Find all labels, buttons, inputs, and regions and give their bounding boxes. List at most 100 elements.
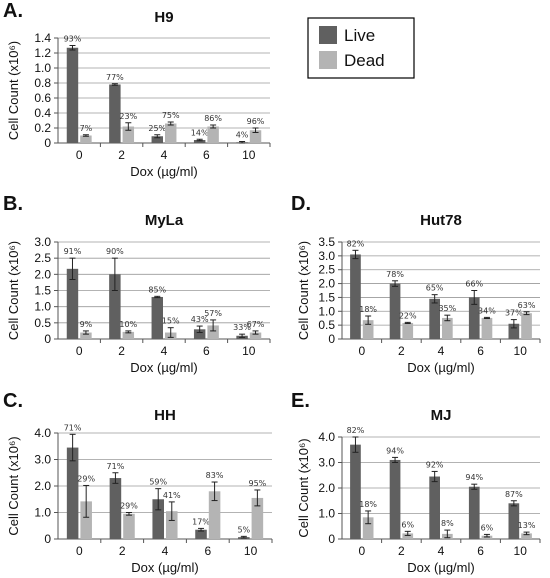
data-label: 90% [106,247,124,256]
bar-live [389,459,401,539]
y-tick-label: 0 [44,136,51,150]
y-tick-label: 3.0 [318,249,335,263]
x-tick-label: 10 [242,344,256,358]
bar-live [66,268,79,339]
x-axis-title: Dox (µg/ml) [407,560,474,575]
chart-panel: D.Hut7800.51.01.52.02.53.03.5082%18%278%… [291,193,541,375]
bar-dead [402,533,414,539]
data-label: 65% [426,284,444,293]
data-label: 29% [120,502,138,511]
x-tick-label: 2 [398,344,405,358]
bar-dead [166,511,178,539]
bar-live [429,476,440,539]
legend-swatch-dead [319,51,337,69]
x-axis-title: Dox (µg/ml) [130,360,197,375]
data-label: 71% [64,423,82,432]
x-tick-label: 2 [118,148,125,162]
x-axis-title: Dox (µg/ml) [130,164,197,179]
data-label: 18% [359,500,377,509]
y-tick-label: 1.0 [34,300,51,314]
y-tick-label: 2.0 [318,481,335,495]
x-tick-label: 2 [118,344,125,358]
panel-label: A. [3,0,23,22]
bar-dead [249,332,262,339]
data-label: 35% [438,304,456,313]
y-tick-label: 3.0 [34,453,51,467]
x-tick-label: 0 [76,344,83,358]
data-label: 91% [64,247,82,256]
bar-live [152,499,164,539]
data-label: 75% [162,111,180,120]
y-tick-label: 1.0 [318,507,335,521]
bar-live [350,254,361,339]
bar-live [389,283,401,339]
bar-live [508,503,520,539]
data-label: 57% [204,309,222,318]
y-tick-label: 0.6 [34,91,51,105]
data-label: 85% [148,285,166,294]
bar-live [66,47,79,143]
x-tick-label: 6 [477,344,484,358]
y-tick-label: 3.5 [318,235,335,249]
chart-panel: A. H900.20.40.60.81.01.21.4093%7%277%23%4… [3,0,271,179]
y-tick-label: 2.5 [318,263,335,277]
data-label: 96% [247,117,265,126]
bar-dead [207,325,219,339]
bar-dead [521,533,532,539]
x-tick-label: 0 [358,544,365,558]
x-axis-title: Dox (µg/ml) [407,360,474,375]
y-tick-label: 0.5 [34,316,51,330]
data-label: 14% [191,128,209,137]
y-tick-label: 4.0 [34,426,51,440]
x-tick-label: 6 [203,344,210,358]
bar-dead [442,317,453,339]
bar-dead [80,135,92,143]
y-tick-label: 0 [328,532,335,546]
chart-title: MyLa [145,212,184,229]
bar-dead [402,322,414,339]
data-label: 6% [481,523,494,532]
y-tick-label: 0 [328,332,335,346]
data-label: 87% [505,490,523,499]
bar-dead [165,123,177,143]
y-tick-label: 1.5 [318,290,335,304]
x-tick-label: 10 [244,544,258,558]
y-tick-label: 2.0 [318,277,335,291]
chart-title: Hut78 [420,212,462,229]
y-tick-label: 0.8 [34,76,51,90]
x-tick-label: 2 [398,544,405,558]
y-tick-label: 0.2 [34,121,51,135]
x-tick-label: 4 [161,344,168,358]
data-label: 7% [80,124,93,133]
y-tick-label: 2.0 [34,267,51,281]
y-tick-label: 1.0 [34,506,51,520]
data-label: 8% [441,519,454,528]
bar-live [151,296,163,339]
panel-label: B. [3,193,23,215]
chart-title: MJ [431,407,452,424]
x-tick-label: 6 [204,544,211,558]
y-tick-label: 0 [44,332,51,346]
x-tick-label: 6 [477,544,484,558]
bar-live [109,478,122,539]
data-label: 67% [247,320,265,329]
x-tick-label: 2 [119,544,126,558]
bar-dead [122,331,135,339]
y-tick-label: 1.0 [318,304,335,318]
bar-live [429,298,440,339]
data-label: 93% [64,35,82,44]
data-label: 83% [206,471,224,480]
data-label: 59% [149,478,167,487]
chart-panel: C. HH 0 1.0 2.0 3.0 4.0 0 71% 29% 2 71% 29% 4 59% 41% 6 1… [3,390,273,575]
data-label: 4% [236,131,249,140]
bar-live [151,136,163,143]
y-axis-title: Cell Count (x10⁶) [6,436,21,535]
data-label: 34% [478,306,496,315]
x-tick-label: 4 [162,544,169,558]
data-label: 66% [465,280,483,289]
y-axis-title: Cell Count (x10⁶) [296,438,311,537]
data-label: 10% [119,320,137,329]
data-label: 22% [399,311,417,320]
y-tick-label: 2.5 [34,251,51,265]
data-label: 18% [359,305,377,314]
